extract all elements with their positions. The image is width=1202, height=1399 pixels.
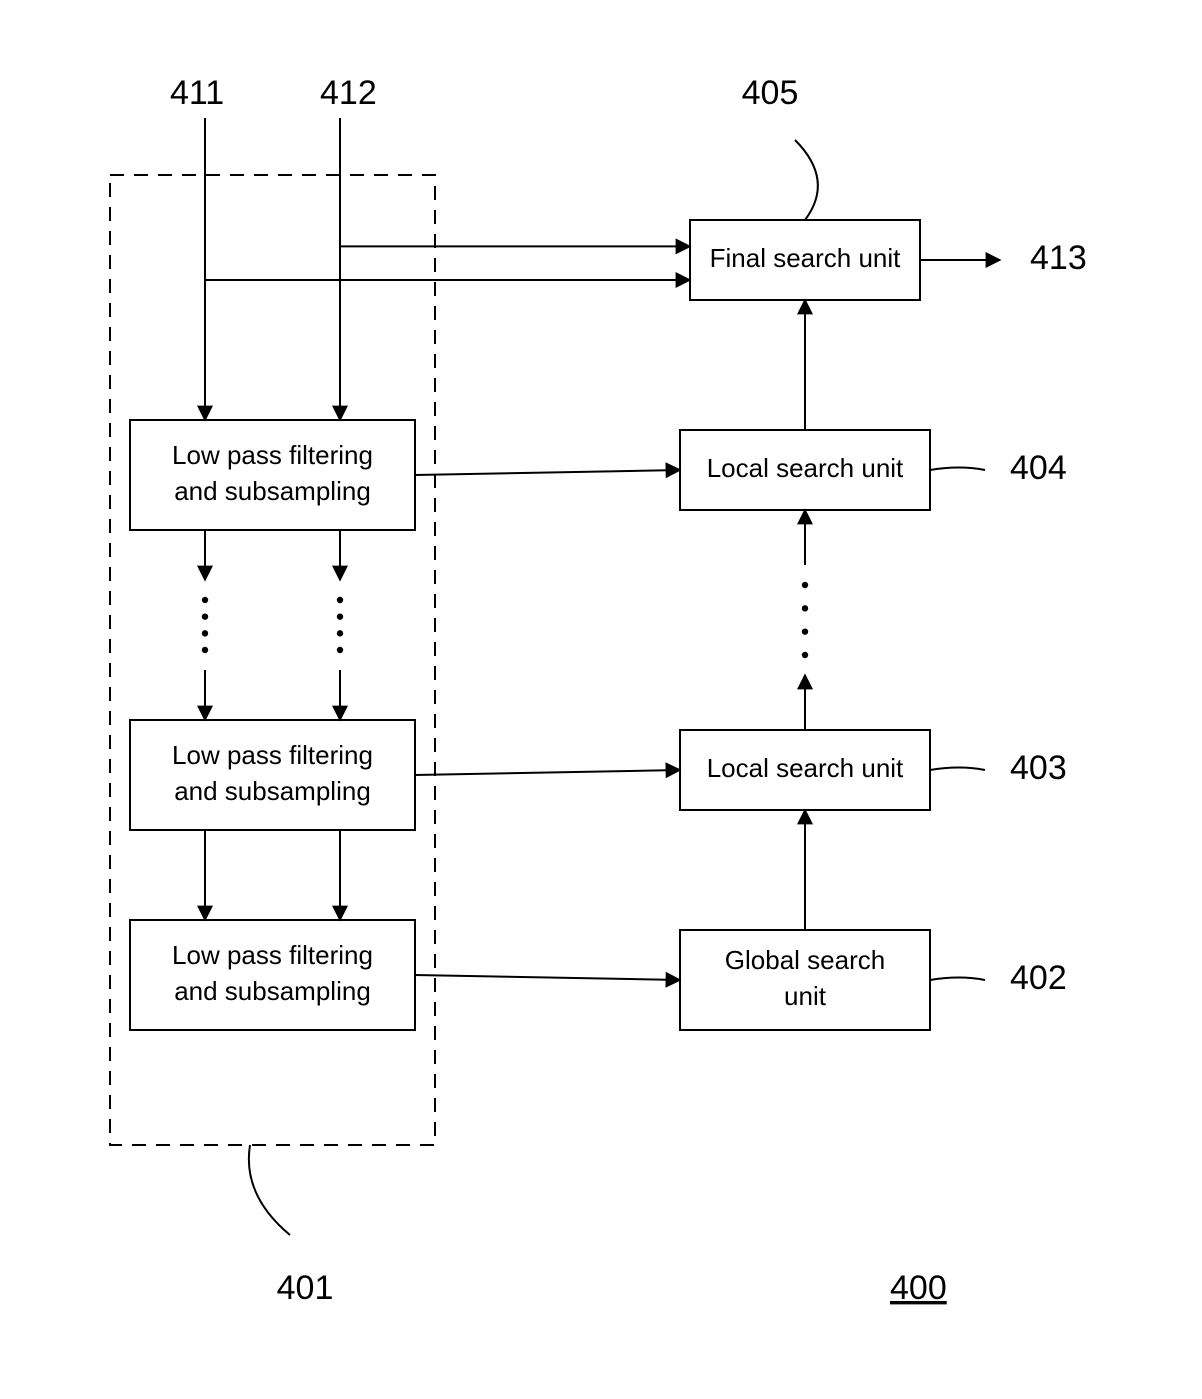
ref-label-401: 401 (277, 1269, 334, 1307)
lpf-block-3-line1: Low pass filtering (172, 940, 373, 970)
ref-label-405: 405 (742, 74, 799, 112)
ellipsis-vert-left-a (202, 597, 208, 653)
ref-label-402: 402 (1010, 959, 1067, 997)
final-search-block: Final search unit (690, 220, 920, 300)
ref-leader-403 (930, 768, 985, 771)
ref-leader-404 (930, 468, 985, 471)
lpf-block-3: Low pass filtering and subsampling (130, 920, 415, 1030)
local-search-upper-label: Local search unit (707, 453, 904, 483)
arrow-lb3-to-global (415, 975, 680, 980)
ref-leader-405 (795, 140, 818, 220)
ellipsis-vert-left-b (337, 597, 343, 653)
output-label-413: 413 (1030, 239, 1087, 277)
local-search-lower-label: Local search unit (707, 753, 904, 783)
ellipsis-vert-right (802, 582, 808, 658)
input-label-411: 411 (170, 74, 224, 112)
local-search-block-lower: Local search unit (680, 730, 930, 810)
lpf-block-1-line1: Low pass filtering (172, 440, 373, 470)
ref-leader-402 (930, 978, 985, 981)
local-search-block-upper: Local search unit (680, 430, 930, 510)
ref-label-404: 404 (1010, 449, 1067, 487)
lpf-block-1: Low pass filtering and subsampling (130, 420, 415, 530)
lpf-block-2: Low pass filtering and subsampling (130, 720, 415, 830)
figure-ref-400: 400 (890, 1269, 947, 1307)
global-search-label-1: Global search (725, 945, 885, 975)
ref-leader-401 (249, 1145, 290, 1235)
input-label-412: 412 (320, 74, 377, 112)
lpf-block-1-line2: and subsampling (174, 476, 371, 506)
lpf-block-2-line1: Low pass filtering (172, 740, 373, 770)
arrow-lb1-to-local2 (415, 470, 680, 475)
global-search-block: Global search unit (680, 930, 930, 1030)
lpf-block-3-line2: and subsampling (174, 976, 371, 1006)
final-search-label: Final search unit (710, 243, 902, 273)
ref-label-403: 403 (1010, 749, 1067, 787)
lpf-block-2-line2: and subsampling (174, 776, 371, 806)
arrow-lb2-to-local1 (415, 770, 680, 775)
global-search-label-2: unit (784, 981, 827, 1011)
block-diagram: 401 Low pass filtering and subsampling L… (0, 0, 1202, 1399)
